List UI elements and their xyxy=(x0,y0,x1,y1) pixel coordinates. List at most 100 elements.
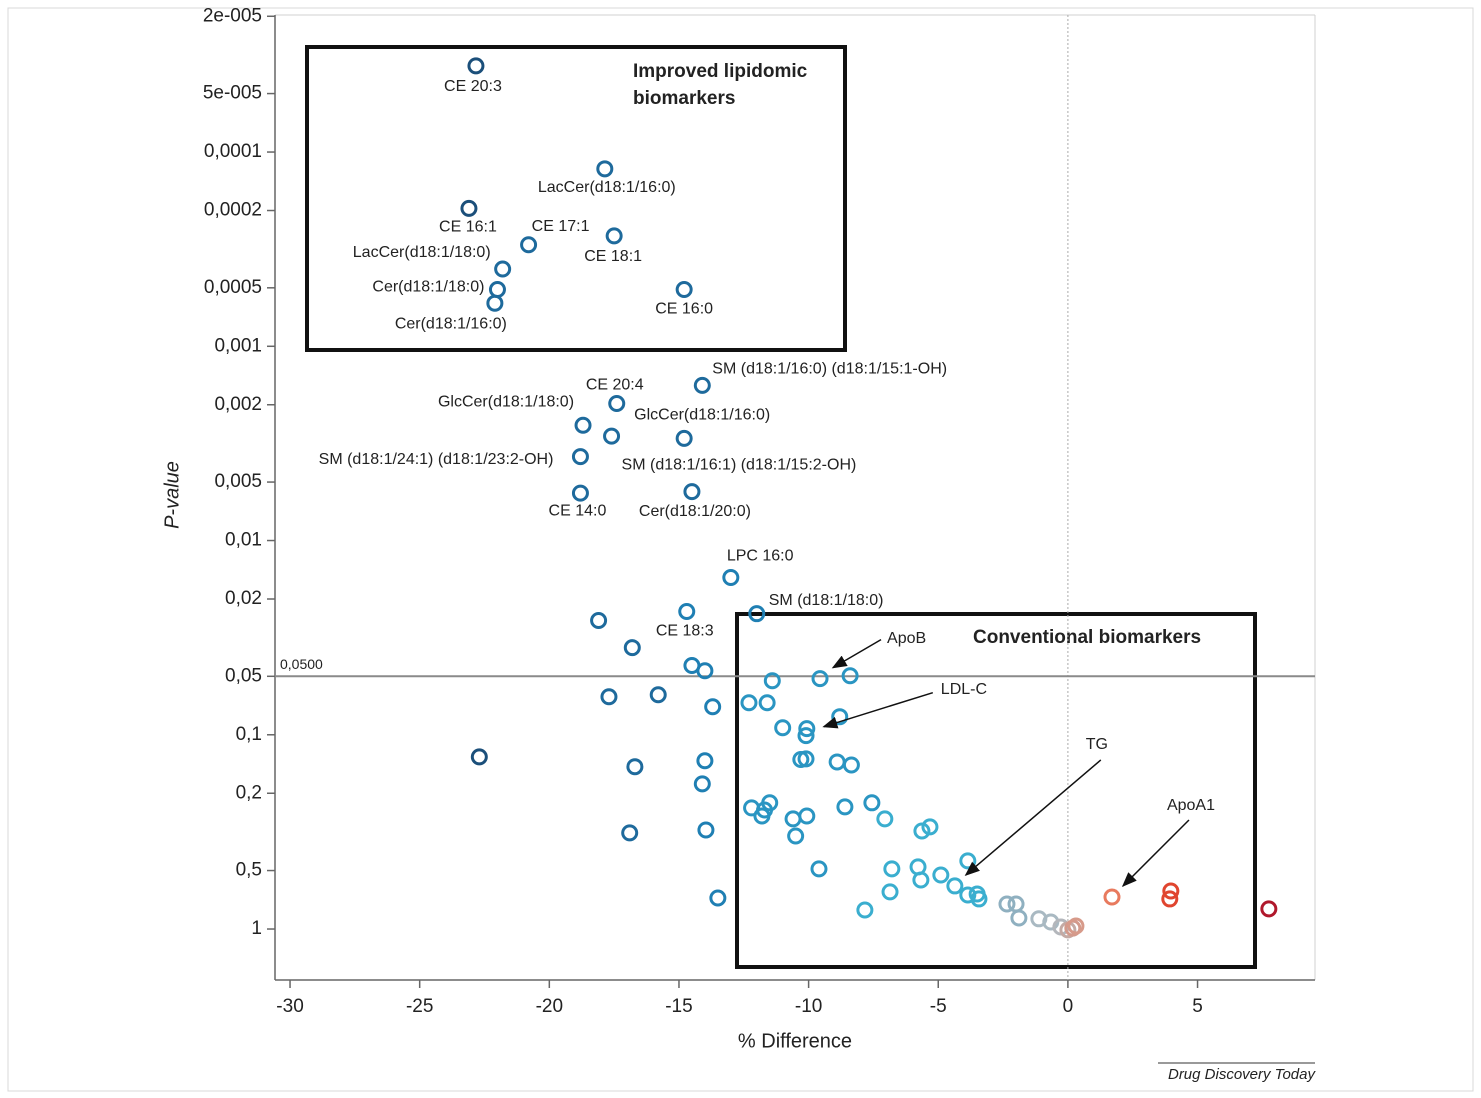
point-label: CE 18:1 xyxy=(584,248,642,265)
x-tick-label: 5 xyxy=(1192,996,1203,1017)
y-tick-label: 0,5 xyxy=(236,860,262,881)
point xyxy=(590,611,608,629)
point xyxy=(836,798,854,816)
point-label: CE 20:4 xyxy=(586,377,644,394)
x-tick-label: -20 xyxy=(536,996,563,1017)
annotation-arrow xyxy=(822,691,934,729)
y-tick-label: 0,001 xyxy=(214,335,262,356)
annotation-box xyxy=(305,45,847,352)
point-label: SM (d18:1/24:1) (d18:1/23:2-OH) xyxy=(319,451,554,468)
point-label: LPC 16:0 xyxy=(727,548,794,565)
point-label: SM (d18:1/16:0) (d18:1/15:1-OH) xyxy=(712,361,947,378)
point-label: TG xyxy=(1086,736,1108,753)
point xyxy=(626,758,644,776)
point xyxy=(810,860,828,878)
point xyxy=(623,639,641,657)
point-label: CE 20:3 xyxy=(444,78,502,95)
point-label: LDL-C xyxy=(941,681,987,698)
point xyxy=(1103,888,1121,906)
point xyxy=(748,605,766,623)
y-tick-label: 1 xyxy=(251,918,262,939)
point xyxy=(460,199,478,217)
point xyxy=(740,694,758,712)
point xyxy=(856,901,874,919)
y-tick-label: 0,02 xyxy=(225,588,262,609)
point xyxy=(486,294,504,312)
point xyxy=(753,807,771,825)
point xyxy=(921,818,939,836)
point xyxy=(970,890,988,908)
point xyxy=(696,662,714,680)
y-tick-label: 0,1 xyxy=(236,724,262,745)
point xyxy=(774,719,792,737)
point xyxy=(798,807,816,825)
point-label: LacCer(d18:1/18:0) xyxy=(353,244,491,261)
point-label: ApoA1 xyxy=(1167,797,1215,814)
point xyxy=(841,667,859,685)
point-label: LacCer(d18:1/16:0) xyxy=(538,179,676,196)
y-tick-label: 0,002 xyxy=(214,394,262,415)
point xyxy=(1162,882,1180,900)
x-tick-label: -10 xyxy=(795,996,822,1017)
y-tick-label: 0,0001 xyxy=(204,141,262,162)
point xyxy=(876,810,894,828)
point xyxy=(1010,909,1028,927)
point xyxy=(932,866,950,884)
x-axis-title: % Difference xyxy=(738,1030,852,1052)
point xyxy=(678,603,696,621)
point xyxy=(797,727,815,745)
point xyxy=(913,822,931,840)
y-axis-title: P-value xyxy=(161,461,183,529)
point-label: CE 16:1 xyxy=(439,219,497,236)
frame xyxy=(7,7,1474,1092)
y-tick-label: 0,01 xyxy=(225,530,262,551)
point xyxy=(675,280,693,298)
point xyxy=(704,698,722,716)
x-tick-label: -15 xyxy=(665,996,692,1017)
point-label: GlcCer(d18:1/18:0) xyxy=(438,393,574,410)
y-tick-label: 0,0005 xyxy=(204,277,262,298)
point xyxy=(574,416,592,434)
point xyxy=(488,280,506,298)
point-label: CE 16:0 xyxy=(655,301,713,318)
point xyxy=(842,756,860,774)
point xyxy=(675,429,693,447)
point-label: GlcCer(d18:1/16:0) xyxy=(634,407,770,424)
y-tick-label: 0,05 xyxy=(225,665,262,686)
point xyxy=(912,871,930,889)
x-tick-label: -30 xyxy=(276,996,303,1017)
point xyxy=(608,394,626,412)
point-label: CE 18:3 xyxy=(656,623,714,640)
annotation-text: biomarkers xyxy=(633,88,735,109)
point xyxy=(621,824,639,842)
y-tick-label: 5e-005 xyxy=(203,83,262,104)
x-tick-label: -25 xyxy=(406,996,433,1017)
point xyxy=(883,860,901,878)
threshold-label: 0,0500 xyxy=(280,656,323,672)
annotation-arrow xyxy=(831,638,882,669)
point xyxy=(722,569,740,587)
point xyxy=(683,483,701,501)
point xyxy=(758,694,776,712)
point xyxy=(494,260,512,278)
point-label: Cer(d18:1/16:0) xyxy=(395,315,507,332)
point-label: CE 17:1 xyxy=(532,218,590,235)
y-tick-label: 2e-005 xyxy=(203,5,262,26)
point xyxy=(787,827,805,845)
x-tick-label: 0 xyxy=(1063,996,1074,1017)
point xyxy=(1161,890,1179,908)
point xyxy=(828,753,846,771)
point xyxy=(998,895,1016,913)
x-tick-label: -5 xyxy=(930,996,947,1017)
point xyxy=(571,448,589,466)
point xyxy=(649,686,667,704)
point xyxy=(603,427,621,445)
point xyxy=(571,484,589,502)
point xyxy=(605,227,623,245)
point-label: Cer(d18:1/18:0) xyxy=(372,279,484,296)
point xyxy=(831,708,849,726)
point xyxy=(696,752,714,770)
point xyxy=(946,877,964,895)
point-label: SM (d18:1/18:0) xyxy=(769,592,884,609)
